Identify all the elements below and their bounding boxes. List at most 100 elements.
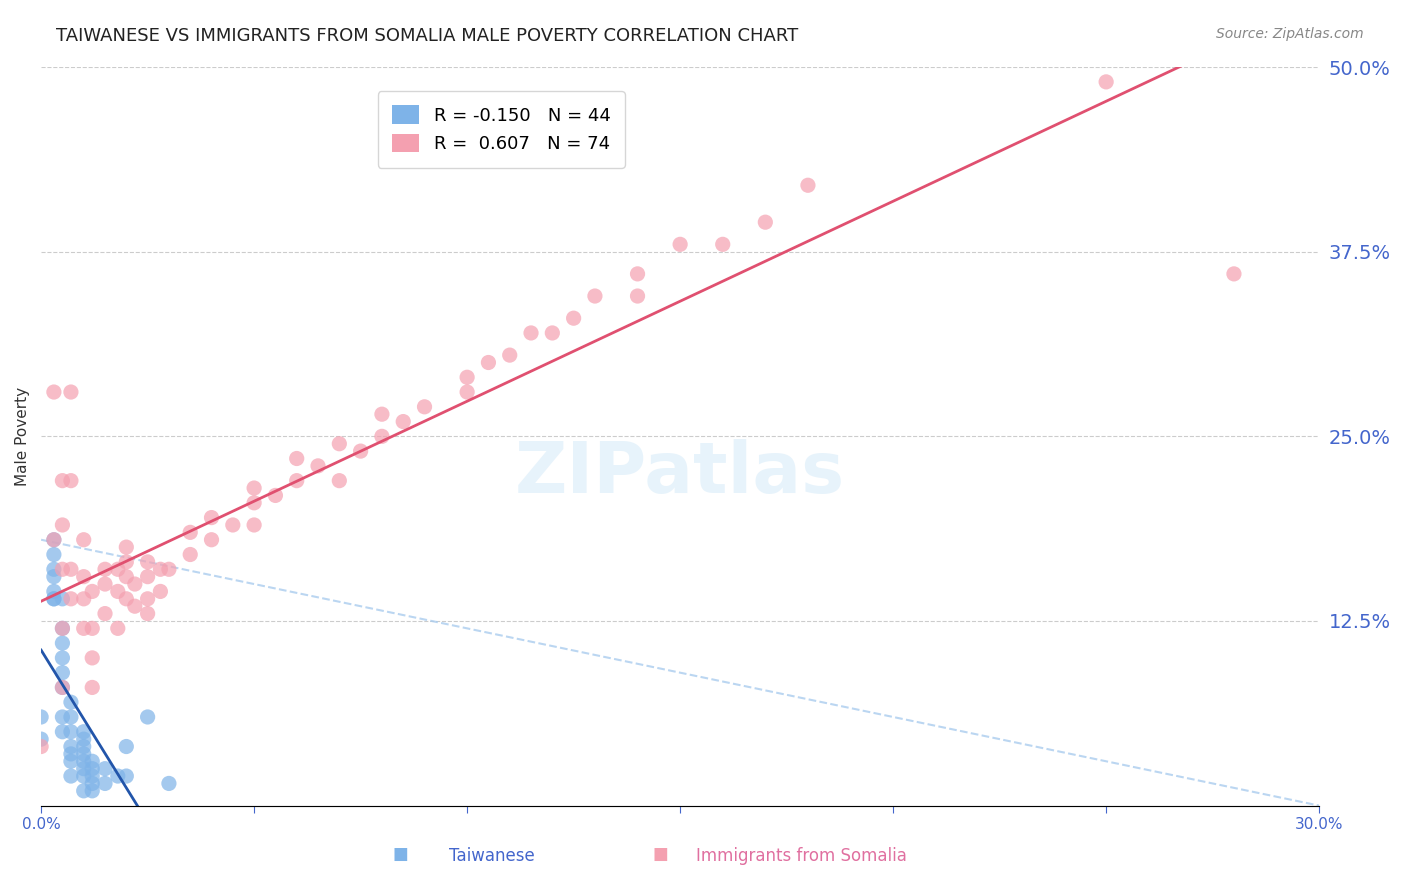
- Point: [73, 739, 96, 754]
- Point: [42, 548, 65, 562]
- Point: [59, 747, 82, 761]
- Point: [73, 762, 96, 776]
- Point: [82, 621, 104, 635]
- Point: [243, 496, 266, 510]
- Point: [626, 289, 648, 303]
- Point: [73, 747, 96, 761]
- Point: [51, 651, 73, 665]
- Point: [94, 562, 117, 576]
- Point: [136, 710, 159, 724]
- Point: [179, 525, 201, 540]
- Text: ZIPatlas: ZIPatlas: [515, 439, 845, 508]
- Point: [157, 562, 180, 576]
- Point: [107, 769, 129, 783]
- Point: [82, 584, 104, 599]
- Point: [371, 407, 394, 421]
- Point: [82, 681, 104, 695]
- Point: [59, 591, 82, 606]
- Point: [73, 569, 96, 583]
- Point: [243, 481, 266, 495]
- Point: [94, 577, 117, 591]
- Point: [42, 584, 65, 599]
- Point: [285, 451, 308, 466]
- Point: [51, 562, 73, 576]
- Point: [107, 584, 129, 599]
- Point: [94, 762, 117, 776]
- Point: [328, 474, 350, 488]
- Point: [107, 621, 129, 635]
- Point: [73, 533, 96, 547]
- Point: [711, 237, 734, 252]
- Point: [51, 518, 73, 533]
- Point: [562, 311, 585, 326]
- Point: [42, 385, 65, 400]
- Point: [59, 562, 82, 576]
- Point: [51, 591, 73, 606]
- Point: [115, 555, 138, 569]
- Point: [115, 739, 138, 754]
- Point: [73, 724, 96, 739]
- Point: [30, 739, 52, 754]
- Point: [82, 651, 104, 665]
- Point: [349, 444, 371, 458]
- Point: [30, 732, 52, 747]
- Point: [754, 215, 776, 229]
- Point: [1223, 267, 1246, 281]
- Point: [51, 681, 73, 695]
- Point: [392, 415, 415, 429]
- Text: Immigrants from Somalia: Immigrants from Somalia: [696, 847, 907, 865]
- Point: [82, 776, 104, 790]
- Point: [797, 178, 820, 193]
- Point: [51, 681, 73, 695]
- Point: [73, 621, 96, 635]
- Point: [477, 355, 499, 369]
- Point: [371, 429, 394, 443]
- Point: [541, 326, 564, 340]
- Point: [73, 784, 96, 798]
- Point: [626, 267, 648, 281]
- Point: [413, 400, 436, 414]
- Point: [222, 518, 245, 533]
- Point: [115, 591, 138, 606]
- Point: [42, 533, 65, 547]
- Point: [136, 555, 159, 569]
- Point: [200, 533, 222, 547]
- Point: [107, 562, 129, 576]
- Point: [136, 591, 159, 606]
- Point: [59, 695, 82, 709]
- Point: [73, 591, 96, 606]
- Point: [456, 385, 478, 400]
- Point: [243, 518, 266, 533]
- Point: [264, 488, 287, 502]
- Point: [94, 776, 117, 790]
- Point: [115, 569, 138, 583]
- Text: ■: ■: [652, 845, 669, 863]
- Point: [51, 621, 73, 635]
- Point: [59, 739, 82, 754]
- Point: [115, 540, 138, 554]
- Point: [59, 474, 82, 488]
- Point: [51, 474, 73, 488]
- Point: [124, 599, 146, 614]
- Point: [157, 776, 180, 790]
- Point: [1095, 75, 1118, 89]
- Point: [285, 474, 308, 488]
- Point: [136, 569, 159, 583]
- Text: ■: ■: [392, 845, 409, 863]
- Point: [179, 548, 201, 562]
- Point: [499, 348, 522, 362]
- Point: [42, 569, 65, 583]
- Point: [82, 762, 104, 776]
- Point: [115, 769, 138, 783]
- Point: [124, 577, 146, 591]
- Text: Source: ZipAtlas.com: Source: ZipAtlas.com: [1216, 27, 1364, 41]
- Point: [200, 510, 222, 524]
- Point: [149, 562, 172, 576]
- Point: [307, 458, 329, 473]
- Point: [583, 289, 606, 303]
- Point: [51, 636, 73, 650]
- Point: [42, 562, 65, 576]
- Point: [149, 584, 172, 599]
- Point: [94, 607, 117, 621]
- Point: [82, 769, 104, 783]
